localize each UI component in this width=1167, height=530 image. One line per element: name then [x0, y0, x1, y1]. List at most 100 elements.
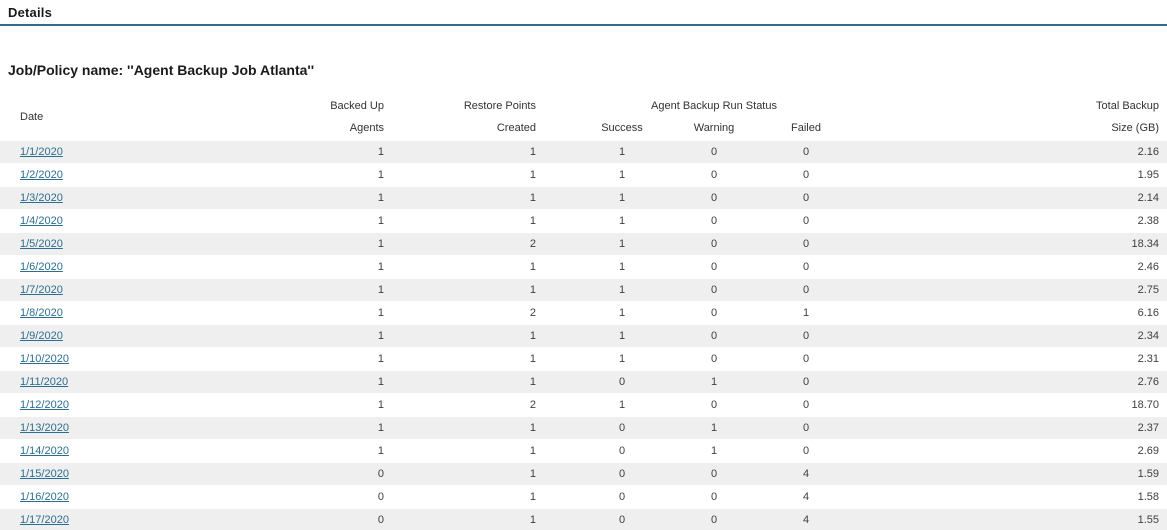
cell-date: 1/12/2020 — [0, 393, 300, 416]
cell-date: 1/14/2020 — [0, 439, 300, 462]
cell-restore-points-created: 2 — [529, 306, 536, 319]
cell-total-backup-size: 1.55 — [852, 507, 1167, 530]
date-link[interactable]: 1/3/2020 — [20, 191, 63, 204]
date-link[interactable]: 1/10/2020 — [20, 352, 69, 365]
table-row: 1/15/2020 0 1 0 0 4 1.59 — [0, 461, 1167, 486]
cell-warning: 1 — [710, 444, 718, 457]
date-link[interactable]: 1/11/2020 — [20, 375, 69, 388]
cell-date: 1/15/2020 — [0, 461, 300, 486]
cell-success: 0 — [576, 461, 668, 486]
date-link[interactable]: 1/16/2020 — [20, 490, 69, 503]
cell-success: 0 — [618, 444, 626, 457]
table-row: 1/6/2020 1 1 1 0 0 2.46 — [0, 255, 1167, 278]
col-header-success: Success — [601, 122, 643, 135]
page-title: Details — [8, 5, 53, 20]
date-link[interactable]: 1/8/2020 — [20, 306, 63, 319]
cell-total-backup-size: 6.16 — [1137, 306, 1160, 319]
cell-warning: 0 — [668, 277, 760, 302]
cell-success: 1 — [576, 185, 668, 210]
cell-restore-points-created: 1 — [529, 490, 536, 503]
cell-date: 1/10/2020 — [0, 347, 300, 370]
date-link[interactable]: 1/2/2020 — [20, 168, 63, 181]
table-row: 1/1/2020 1 1 1 0 0 2.16 — [0, 139, 1167, 164]
date-link[interactable]: 1/14/2020 — [20, 444, 69, 457]
cell-date: 1/6/2020 — [0, 255, 300, 278]
cell-total-backup-size: 2.38 — [1137, 214, 1160, 227]
cell-restore-points-created: 1 — [529, 352, 536, 365]
date-link[interactable]: 1/9/2020 — [20, 329, 63, 342]
col-header-restore-points-line1: Restore Points — [463, 99, 536, 112]
cell-total-backup-size: 2.34 — [852, 323, 1167, 348]
cell-date: 1/3/2020 — [0, 185, 300, 210]
cell-date: 1/16/2020 — [0, 485, 300, 508]
cell-warning: 0 — [710, 260, 718, 273]
cell-success: 1 — [618, 352, 626, 365]
table-row: 1/2/2020 1 1 1 0 0 1.95 — [0, 163, 1167, 186]
cell-restore-points-created: 1 — [529, 214, 536, 227]
col-header-warning: Warning — [693, 122, 735, 135]
cell-warning: 0 — [710, 398, 718, 411]
date-link[interactable]: 1/17/2020 — [20, 513, 69, 526]
cell-date: 1/13/2020 — [0, 415, 300, 440]
cell-failed: 0 — [760, 231, 853, 256]
col-header-backed-up-line1: Backed Up — [330, 99, 384, 112]
table-row: 1/10/2020 1 1 1 0 0 2.31 — [0, 347, 1167, 370]
cell-backed-up-agents: 0 — [300, 507, 390, 530]
cell-restore-points-created: 1 — [390, 369, 576, 394]
cell-backed-up-agents: 1 — [377, 306, 384, 319]
cell-backed-up-agents: 0 — [377, 490, 384, 503]
date-link[interactable]: 1/7/2020 — [20, 283, 63, 296]
header-divider — [0, 24, 1167, 26]
table-row: 1/11/2020 1 1 0 1 0 2.76 — [0, 369, 1167, 394]
cell-backed-up-agents: 1 — [377, 398, 384, 411]
date-link[interactable]: 1/5/2020 — [20, 237, 63, 250]
cell-restore-points-created: 2 — [390, 231, 576, 256]
col-header-backed-up-line2: Agents — [349, 122, 384, 135]
cell-date: 1/8/2020 — [0, 301, 300, 324]
job-policy-name: Job/Policy name: ''Agent Backup Job Atla… — [8, 62, 315, 78]
table-row: 1/13/2020 1 1 0 1 0 2.37 — [0, 415, 1167, 440]
cell-backed-up-agents: 1 — [300, 323, 390, 348]
date-link[interactable]: 1/13/2020 — [20, 421, 69, 434]
table-row: 1/12/2020 1 2 1 0 0 18.70 — [0, 393, 1167, 416]
cell-failed: 0 — [760, 277, 853, 302]
cell-success: 1 — [576, 323, 668, 348]
cell-total-backup-size: 2.31 — [1137, 352, 1160, 365]
cell-date: 1/7/2020 — [0, 277, 300, 302]
date-link[interactable]: 1/1/2020 — [20, 145, 63, 158]
cell-restore-points-created: 1 — [390, 507, 576, 530]
table-row: 1/3/2020 1 1 1 0 0 2.14 — [0, 185, 1167, 210]
cell-failed: 0 — [760, 323, 853, 348]
cell-total-backup-size: 1.59 — [852, 461, 1167, 486]
cell-warning: 1 — [668, 369, 760, 394]
cell-failed: 4 — [802, 490, 810, 503]
cell-date: 1/2/2020 — [0, 163, 300, 186]
col-header-total-backup-line2: Size (GB) — [1111, 122, 1160, 135]
cell-warning: 0 — [668, 461, 760, 486]
cell-backed-up-agents: 0 — [300, 461, 390, 486]
cell-total-backup-size: 2.14 — [852, 185, 1167, 210]
table-header: Date Backed Up Restore Points Agent Back… — [0, 94, 1167, 140]
cell-failed: 4 — [760, 461, 853, 486]
cell-backed-up-agents: 1 — [377, 168, 384, 181]
cell-failed: 0 — [802, 168, 810, 181]
cell-warning: 0 — [710, 352, 718, 365]
cell-success: 1 — [576, 139, 668, 164]
cell-success: 1 — [576, 231, 668, 256]
cell-date: 1/11/2020 — [0, 369, 300, 394]
date-link[interactable]: 1/15/2020 — [20, 467, 69, 480]
cell-success: 1 — [576, 277, 668, 302]
date-link[interactable]: 1/4/2020 — [20, 214, 63, 227]
col-header-date: Date — [20, 110, 44, 123]
cell-total-backup-size: 1.95 — [1137, 168, 1160, 181]
table-row: 1/5/2020 1 2 1 0 0 18.34 — [0, 231, 1167, 256]
col-header-restore-points-line2: Created — [496, 122, 536, 135]
cell-total-backup-size: 2.37 — [852, 415, 1167, 440]
cell-date: 1/9/2020 — [0, 323, 300, 348]
date-link[interactable]: 1/6/2020 — [20, 260, 63, 273]
cell-total-backup-size: 2.75 — [852, 277, 1167, 302]
cell-failed: 0 — [760, 139, 853, 164]
cell-backed-up-agents: 1 — [300, 369, 390, 394]
date-link[interactable]: 1/12/2020 — [20, 398, 69, 411]
